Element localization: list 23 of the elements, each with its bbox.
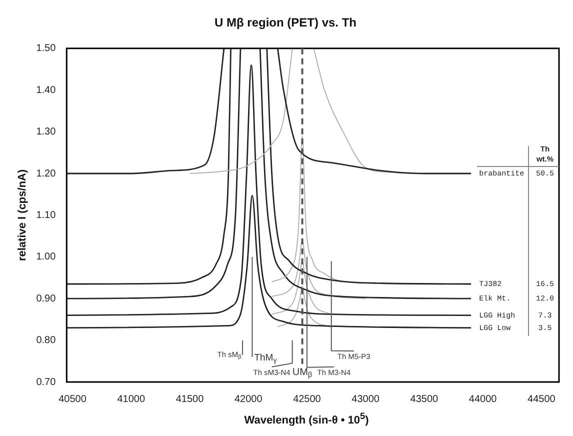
y-tick-label: 0.70 <box>36 376 56 388</box>
x-axis-title: Wavelength (sin-θ • 10$^{5}$) <box>243 410 370 427</box>
y-tick-label: 1.50 <box>36 43 56 54</box>
y-tick-label: 0.90 <box>36 293 56 304</box>
y-tick-label: 0.80 <box>36 335 56 346</box>
y-tick-label: 1.40 <box>36 84 56 96</box>
line-series <box>277 286 331 328</box>
x-tick-label: 44500 <box>528 394 556 405</box>
line-series <box>66 194 472 328</box>
x-tick-label: 41500 <box>176 394 204 405</box>
x-tick-label: 43000 <box>352 394 380 405</box>
x-tick-label: 41000 <box>117 394 146 405</box>
chart-title: U Mβ region (PET) vs. Th <box>214 16 356 30</box>
y-tick-label: 1.30 <box>36 126 56 138</box>
y-tick-label: 1.00 <box>36 252 56 263</box>
x-tick-label: 43500 <box>410 394 439 405</box>
x-tick-label: 42500 <box>293 394 322 405</box>
y-tick-label: 1.20 <box>36 168 56 180</box>
x-tick-label: 44000 <box>468 394 498 405</box>
x-tick-label: 42000 <box>234 394 263 405</box>
y-tick-label: 1.10 <box>36 210 56 221</box>
y-axis-title: relative I (cps/nA) <box>16 169 29 262</box>
x-tick-label: 40500 <box>58 394 87 405</box>
